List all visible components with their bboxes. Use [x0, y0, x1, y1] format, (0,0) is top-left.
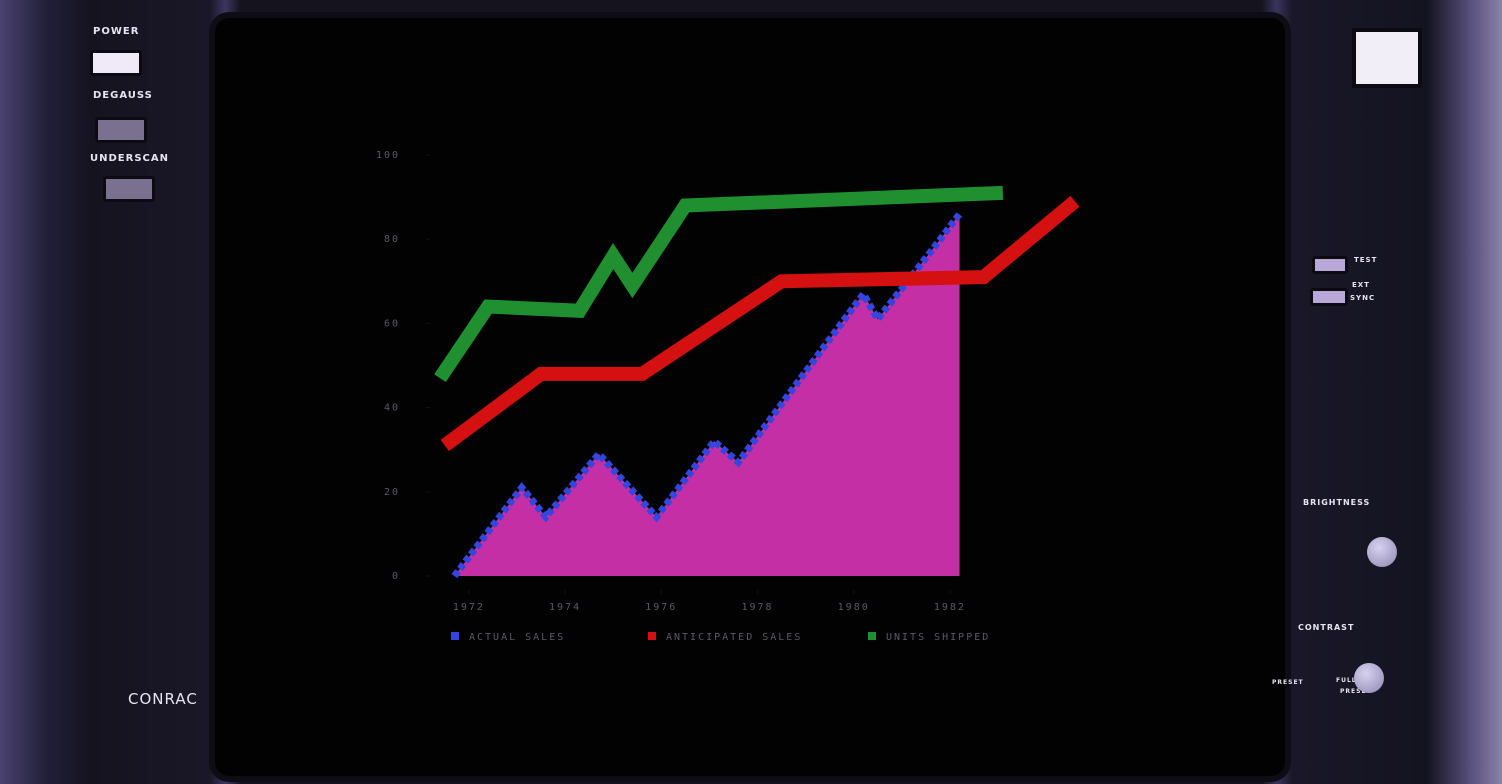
- test-label: TEST: [1354, 256, 1378, 264]
- ext-label: EXT: [1352, 281, 1370, 289]
- full-preset-label: PRESET: [1340, 688, 1372, 695]
- legend-label: UNITS SHIPPED: [886, 632, 990, 643]
- indicator: [1352, 28, 1422, 88]
- area-fill: [454, 213, 960, 576]
- underscan-label: UNDERSCAN: [90, 153, 169, 164]
- y-tick-label: 60: [384, 318, 400, 329]
- legend-marker: [451, 632, 459, 640]
- power-label: POWER: [93, 26, 140, 37]
- ext-sync-button[interactable]: [1310, 288, 1348, 306]
- y-tick-label: 80: [384, 234, 400, 245]
- brand: CONRAC: [128, 690, 198, 708]
- x-tick-label: 1980: [838, 602, 870, 613]
- y-tick-label: 20: [384, 487, 400, 498]
- y-tick-label: 40: [384, 403, 400, 414]
- legend-marker: [648, 632, 656, 640]
- test-button[interactable]: [1312, 256, 1348, 274]
- legend-marker: [868, 632, 876, 640]
- area-edge: [451, 211, 963, 579]
- x-tick-label: 1982: [934, 602, 966, 613]
- contrast-knob[interactable]: [1354, 663, 1384, 693]
- brightness-label: BRIGHTNESS: [1303, 498, 1371, 507]
- x-tick-label: 1974: [549, 602, 581, 613]
- degauss-label: DEGAUSS: [93, 90, 153, 101]
- full-label: FULL: [1336, 677, 1357, 684]
- y-tick-label: 100: [376, 150, 400, 161]
- preset-label: PRESET: [1272, 679, 1304, 686]
- screen: [215, 18, 1285, 776]
- contrast-label: CONTRAST: [1298, 623, 1355, 632]
- degauss-button[interactable]: [95, 117, 147, 143]
- x-tick-label: 1972: [453, 602, 485, 613]
- brightness-knob[interactable]: [1367, 537, 1397, 567]
- x-tick-label: 1976: [645, 602, 677, 613]
- line: [440, 195, 1080, 452]
- power-button[interactable]: [90, 50, 142, 76]
- legend-label: ACTUAL SALES: [469, 632, 565, 643]
- underscan-button[interactable]: [103, 176, 155, 202]
- x-tick-label: 1978: [741, 602, 773, 613]
- legend-label: ANTICIPATED SALES: [666, 632, 802, 643]
- line: [434, 185, 1004, 383]
- y-tick-label: 0: [392, 571, 400, 582]
- sync-label: SYNC: [1350, 294, 1376, 302]
